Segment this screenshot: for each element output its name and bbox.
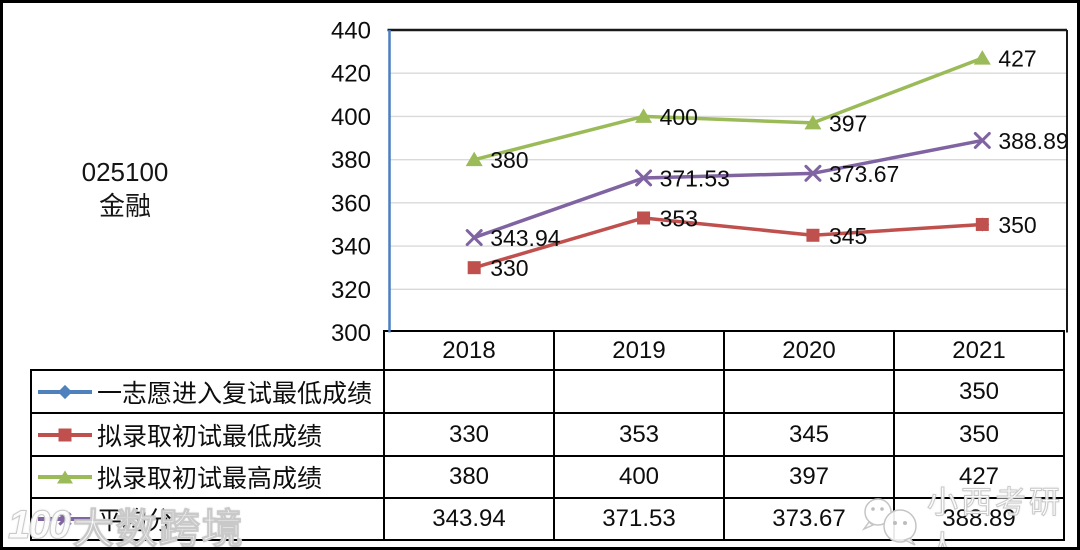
- table-cell: [555, 371, 725, 414]
- data-label: 388.89: [998, 128, 1068, 154]
- svg-text:340: 340: [331, 234, 371, 261]
- table-cell: 353: [555, 414, 725, 457]
- table-corner-cell: [30, 330, 385, 371]
- legend-row-max-admitted: 拟录取初试最高成绩: [30, 457, 385, 499]
- triangle-series-legend-icon: [37, 468, 93, 486]
- square-series-legend-icon: [37, 426, 93, 444]
- year-header-2019: 2019: [555, 330, 725, 371]
- legend-row-min-retest: 一志愿进入复试最低成绩: [30, 371, 385, 414]
- legend-label: 拟录取初试最高成绩: [97, 465, 323, 493]
- svg-text:320: 320: [331, 277, 371, 304]
- table-cell: [385, 371, 555, 414]
- table-cell: 371.53: [555, 499, 725, 541]
- table-cell: 350: [895, 371, 1065, 414]
- legend-row-average: 平均分: [30, 499, 385, 541]
- data-label: 380: [490, 147, 528, 173]
- table-cell: 330: [385, 414, 555, 457]
- series-x: 343.94 371.53 373.67 388.89: [465, 128, 1069, 251]
- diamond-series-legend-icon: [37, 383, 93, 401]
- legend-label: 平均分: [97, 507, 173, 535]
- data-label: 397: [829, 110, 867, 136]
- table-cell: 345: [725, 414, 895, 457]
- table-cell: 388.89: [895, 499, 1065, 541]
- data-label: 373.67: [829, 161, 899, 187]
- year-header-2018: 2018: [385, 330, 555, 371]
- series-square: 330 353 345 350: [467, 205, 1037, 281]
- data-label: 345: [829, 223, 867, 249]
- program-code: 025100: [81, 157, 169, 187]
- table-cell: 397: [725, 457, 895, 499]
- svg-text:420: 420: [331, 61, 371, 88]
- series-triangle: 380 400 397 427: [465, 46, 1037, 173]
- svg-text:400: 400: [331, 104, 371, 131]
- plot-border: [387, 28, 1068, 333]
- data-label: 427: [998, 46, 1036, 72]
- svg-text:440: 440: [331, 18, 371, 45]
- score-table: 2018 2019 2020 2021 一志愿进入复试最低成绩 350 拟录取初…: [30, 330, 1065, 541]
- table-cell: 350: [895, 414, 1065, 457]
- chart-gridlines: [389, 72, 1067, 290]
- table-cell: [725, 371, 895, 414]
- program-name: 金融: [98, 191, 151, 221]
- legend-label: 拟录取初试最低成绩: [97, 422, 323, 451]
- data-label: 330: [490, 255, 528, 281]
- x-series-legend-icon: [37, 510, 93, 528]
- table-cell: 400: [555, 457, 725, 499]
- data-label: 400: [660, 104, 698, 130]
- data-label: 343.94: [490, 225, 561, 251]
- data-label: 350: [998, 212, 1036, 238]
- table-cell: 380: [385, 457, 555, 499]
- table-cell: 373.67: [725, 499, 895, 541]
- table-cell: 343.94: [385, 499, 555, 541]
- data-label: 353: [660, 205, 698, 231]
- svg-text:380: 380: [331, 147, 371, 174]
- series-diamond: [975, 217, 990, 232]
- legend-label: 一志愿进入复试最低成绩: [97, 379, 373, 408]
- year-header-2021: 2021: [895, 330, 1065, 371]
- year-header-2020: 2020: [725, 330, 895, 371]
- data-label: 371.53: [660, 165, 730, 191]
- legend-row-min-admitted: 拟录取初试最低成绩: [30, 414, 385, 457]
- program-label: 025100 金融: [30, 155, 220, 223]
- table-cell: 427: [895, 457, 1065, 499]
- svg-text:360: 360: [331, 190, 371, 217]
